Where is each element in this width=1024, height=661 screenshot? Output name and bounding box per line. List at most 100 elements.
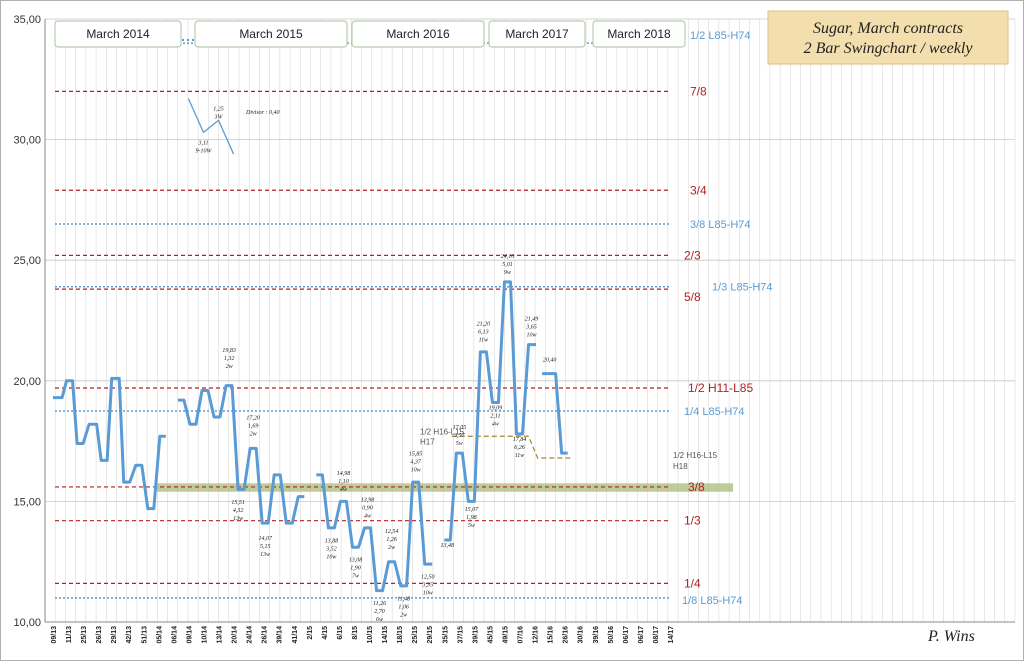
- x-tick-label: 20/14: [232, 626, 239, 644]
- swing-series-line: [444, 280, 537, 542]
- x-tick-label: 06/17: [623, 626, 630, 644]
- swing-annotation: 17,20: [246, 415, 260, 421]
- x-tick-label: 06/17: [638, 626, 645, 644]
- dashed-line-label: H17: [420, 437, 435, 446]
- x-tick-label: 11/13: [66, 626, 73, 643]
- swing-annotation: 14,07: [258, 535, 273, 542]
- x-tick-label: 26/14: [262, 626, 269, 644]
- title-box: [767, 10, 1009, 65]
- swing-annotation: 2w: [226, 364, 233, 370]
- swing-annotation: 1,90: [350, 566, 361, 572]
- level-label: 1/3: [684, 514, 701, 528]
- swing-annotation: 11w: [515, 453, 525, 459]
- level-label: 3/4: [690, 183, 707, 197]
- swing-annotation: 2w: [250, 431, 257, 437]
- swing-annotation: 10w: [326, 554, 336, 560]
- x-tick-label: 09/13: [51, 626, 58, 644]
- swing-annotation: 20,40: [543, 357, 557, 364]
- x-tick-label: 06/14: [171, 626, 178, 644]
- swing-annotation: 10w: [527, 333, 537, 339]
- swing-annotation: 13,08: [349, 558, 363, 564]
- swing-annotation: 3,11: [197, 140, 208, 146]
- swing-annotation: 1,10: [338, 479, 349, 485]
- x-tick-label: 6/15: [337, 626, 344, 640]
- level-label: 1/4 L85-H74: [684, 406, 745, 418]
- contract-box: [592, 20, 686, 48]
- swing-annotation: 4w: [340, 486, 347, 493]
- swing-annotation: 24,10: [501, 253, 515, 260]
- divisor-note: Divisor : 0,40: [245, 109, 280, 116]
- swing-annotation: 1,98: [466, 515, 477, 521]
- swing-annotation: 1,32: [224, 356, 235, 362]
- swing-series-line: [542, 372, 568, 455]
- swing-annotation: 15,85: [409, 452, 423, 458]
- swing-annotation: 9w: [504, 270, 511, 276]
- swing-annotation: 1,69: [248, 423, 259, 429]
- swing-annotation: 3,35: [421, 583, 433, 589]
- swing-annotation: 4,32: [233, 507, 244, 514]
- swing-annotation: 2w: [388, 545, 395, 551]
- x-tick-label: 41/14: [292, 626, 299, 644]
- y-tick-label: 25,00: [13, 255, 41, 267]
- level-label: 2/3: [684, 248, 701, 262]
- swing-annotation: 11,48: [397, 595, 410, 602]
- dashed-right-label: 1/2 H16-L15: [673, 451, 718, 460]
- swing-annotation: 1,25: [213, 107, 224, 113]
- swing-annotation: 5,01: [502, 262, 513, 268]
- swing-annotation: 13,88: [325, 538, 339, 544]
- dashed-line-label: 1/2 H16-L15: [420, 427, 465, 436]
- x-tick-label: 39/15: [472, 626, 479, 644]
- level-label: 1/8 L85-H74: [682, 595, 743, 607]
- x-tick-label: 4/15: [322, 626, 329, 640]
- x-tick-label: 05/14: [156, 626, 163, 644]
- level-label: 1/3 L85-H74: [712, 282, 773, 294]
- swing-annotation: 6w: [376, 617, 383, 623]
- swing-annotation: 4w: [364, 512, 371, 519]
- contract-box: [194, 20, 348, 48]
- x-tick-label: 14/15: [382, 626, 389, 644]
- chart-subtitle: 2 Bar Swingchart / weekly: [804, 40, 974, 57]
- x-tick-label: 07/16: [518, 626, 525, 644]
- swing-series-line: [177, 384, 305, 525]
- swing-annotation: 0,90: [362, 505, 373, 511]
- swing-annotation: 5,15: [260, 544, 271, 550]
- y-tick-label: 15,00: [13, 496, 41, 508]
- swing-annotation: 3,52: [325, 546, 337, 552]
- x-tick-label: 29/13: [111, 626, 118, 644]
- contract-label: March 2014: [86, 27, 150, 41]
- x-tick-label: 26/16: [563, 626, 570, 644]
- swing-annotation: 13,48: [441, 542, 455, 549]
- y-tick-label: 10,00: [13, 617, 41, 629]
- swing-annotation: 3,65: [525, 325, 537, 331]
- swing-annotation: 12,50: [421, 575, 435, 581]
- support-band: [157, 483, 733, 492]
- x-tick-label: 30/16: [578, 626, 585, 644]
- swing-annotation: 15,51: [231, 500, 245, 506]
- contract-label: March 2015: [239, 27, 303, 41]
- swing-annotation: 5w: [456, 441, 463, 447]
- x-tick-label: 13/14: [217, 626, 224, 644]
- x-tick-label: 10/15: [367, 626, 374, 644]
- swing-series-line: [53, 376, 166, 511]
- y-tick-label: 30,00: [13, 135, 41, 147]
- x-tick-label: 08/17: [653, 626, 660, 644]
- x-tick-label: 42/13: [126, 626, 133, 644]
- swing-annotation: 19,83: [222, 348, 236, 354]
- swing-annotation: 11,26: [373, 601, 386, 607]
- x-tick-label: 10/14: [201, 626, 208, 644]
- x-tick-label: 37/15: [457, 626, 464, 644]
- level-label: 3/8: [688, 480, 705, 494]
- swing-annotation: 12,54: [385, 528, 399, 535]
- swing-annotation: 17,84: [513, 436, 527, 443]
- swing-annotation: 6,13: [478, 329, 489, 335]
- swing-annotation: 2,70: [374, 609, 385, 615]
- swing-annotation: 9-10W: [195, 148, 212, 154]
- swing-annotation: 14,98: [337, 470, 351, 477]
- contract-label: March 2017: [505, 27, 569, 41]
- x-tick-label: 39/16: [593, 626, 600, 644]
- x-tick-label: 50/16: [608, 626, 615, 644]
- swing-annotation: 11w: [479, 337, 489, 343]
- swing-annotation: 6,26: [514, 445, 525, 451]
- swing-annotation: 7w: [352, 574, 359, 580]
- x-tick-label: 26/13: [96, 626, 103, 644]
